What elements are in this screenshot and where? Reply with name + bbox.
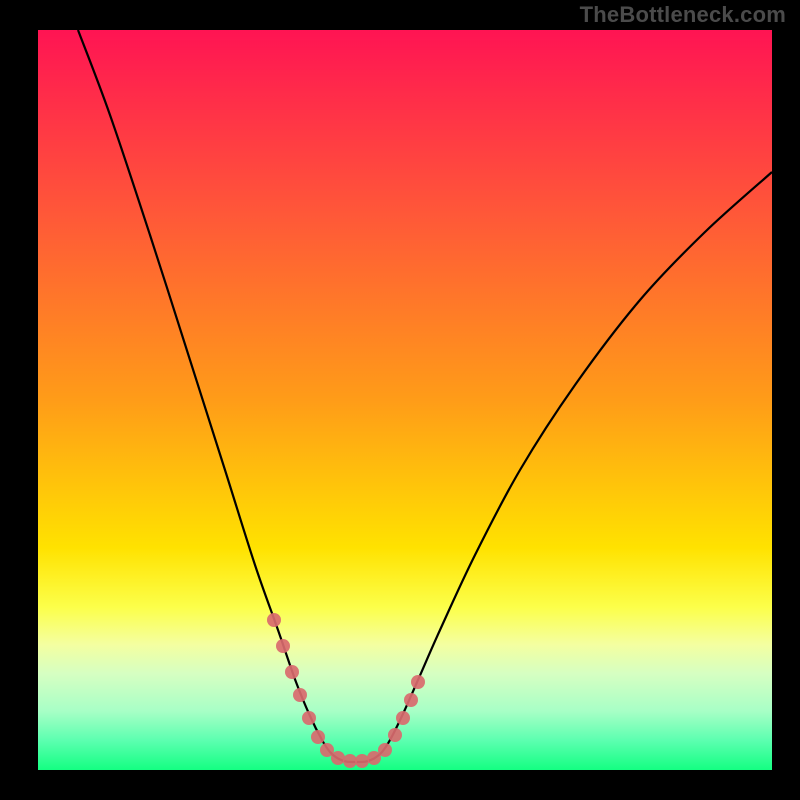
marker-dot — [331, 751, 345, 765]
v-curve-path — [78, 30, 772, 762]
marker-dot — [267, 613, 281, 627]
marker-dot — [285, 665, 299, 679]
marker-group — [267, 613, 425, 768]
marker-dot — [343, 754, 357, 768]
marker-dot — [396, 711, 410, 725]
chart-svg — [0, 0, 800, 800]
marker-dot — [276, 639, 290, 653]
marker-dot — [355, 754, 369, 768]
marker-dot — [302, 711, 316, 725]
marker-dot — [293, 688, 307, 702]
marker-dot — [388, 728, 402, 742]
marker-dot — [378, 743, 392, 757]
marker-dot — [404, 693, 418, 707]
marker-dot — [411, 675, 425, 689]
marker-dot — [311, 730, 325, 744]
